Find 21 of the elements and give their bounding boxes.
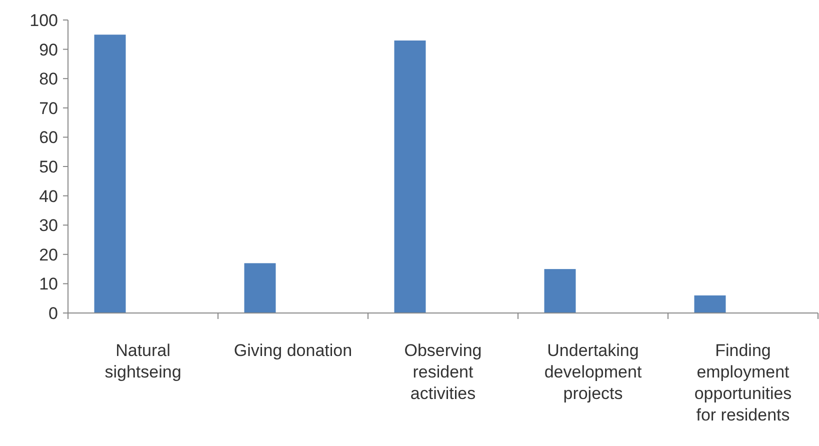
y-tick-label: 90 [39, 40, 58, 60]
y-tick-label: 0 [48, 304, 58, 323]
y-tick-label: 30 [39, 216, 58, 236]
y-tick-label: 60 [39, 128, 58, 148]
bar [94, 34, 126, 313]
x-tick-label: Finding employment opportunities for residents [694, 341, 792, 424]
x-tick-label: Observing resident activities [404, 341, 482, 403]
bar [244, 263, 276, 313]
x-tick-label: Giving donation [234, 341, 352, 360]
y-tick-label: 20 [39, 245, 58, 264]
x-tick-label: Undertaking development projects [544, 341, 642, 403]
bar [544, 269, 576, 313]
y-tick-label: 10 [39, 274, 58, 294]
bar [694, 295, 726, 313]
y-tick-label: 80 [39, 70, 58, 89]
y-tick-label: 70 [39, 98, 58, 118]
bar [394, 40, 426, 313]
y-tick-label: 50 [39, 157, 58, 176]
x-tick-label: Natural sightseing [104, 341, 182, 382]
y-tick-label: 100 [30, 10, 58, 30]
y-tick-label: 40 [39, 186, 58, 206]
